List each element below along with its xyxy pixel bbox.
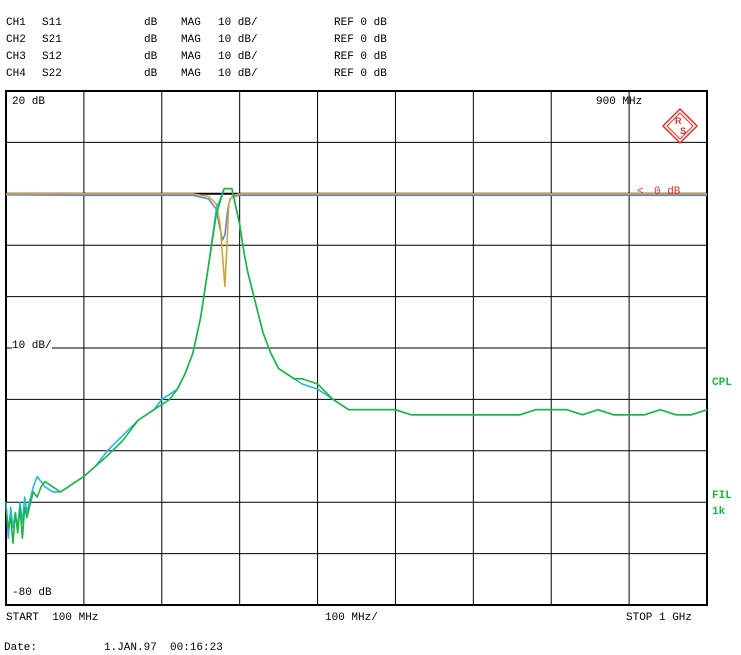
- rohde-schwarz-logo: R S: [661, 107, 699, 145]
- bottom-left-label: -80 dB: [12, 587, 52, 600]
- channel-param: S21: [42, 34, 62, 46]
- channel-row-4: CH4 S22 dB MAG 10 dB/ REF 0 dB: [6, 68, 426, 81]
- ref-marker-label: 0 dB: [654, 186, 681, 198]
- cpl-indicator: CPL: [712, 377, 732, 389]
- fil-k-indicator: 1k: [712, 506, 726, 518]
- channel-unit: dB: [144, 34, 158, 46]
- channel-scale: 10 dB/: [218, 51, 258, 63]
- fil-indicator: FIL: [712, 490, 732, 502]
- channel-format: MAG: [181, 34, 201, 46]
- channel-ref: REF 0 dB: [334, 68, 387, 80]
- channel-format: MAG: [181, 51, 201, 63]
- channel-format: MAG: [181, 68, 201, 80]
- channel-format: MAG: [181, 17, 201, 29]
- svg-text:R: R: [675, 116, 682, 126]
- channel-param: S11: [42, 17, 62, 29]
- channel-ref: REF 0 dB: [334, 51, 387, 63]
- channel-scale: 10 dB/: [218, 34, 258, 46]
- date-value: 1.JAN.97 00:16:23: [104, 642, 223, 654]
- channel-unit: dB: [144, 17, 158, 29]
- trace-s21: [5, 187, 708, 545]
- date-label: Date:: [4, 642, 38, 654]
- channel-id: CH1: [6, 17, 26, 29]
- channel-row-2: CH2 S21 dB MAG 10 dB/ REF 0 dB: [6, 34, 426, 47]
- channel-id: CH3: [6, 51, 26, 63]
- channel-id: CH4: [6, 68, 26, 80]
- channel-ref: REF 0 dB: [334, 17, 387, 29]
- trace-s22: [5, 194, 707, 241]
- channel-param: S22: [42, 68, 62, 80]
- stop-frequency: STOP 1 GHz: [626, 612, 693, 624]
- channel-row-1: CH1 S11 dB MAG 10 dB/ REF 0 dB: [6, 17, 426, 30]
- channel-param: S12: [42, 51, 62, 63]
- channel-scale: 10 dB/: [218, 17, 258, 29]
- top-left-label: 20 dB: [12, 96, 46, 108]
- plot-grid: [5, 90, 708, 606]
- span-per-division: 100 MHz/: [325, 612, 378, 624]
- channel-ref: REF 0 dB: [334, 34, 387, 46]
- trace-s11: [6, 193, 707, 288]
- channel-row-3: CH3 S12 dB MAG 10 dB/ REF 0 dB: [6, 51, 426, 64]
- svg-text:S: S: [680, 126, 686, 136]
- channel-id: CH2: [6, 34, 26, 46]
- top-right-label: 900 MHz: [596, 96, 643, 108]
- channel-unit: dB: [144, 51, 158, 63]
- ref-marker-glyph: <: [637, 186, 644, 198]
- trace-s12: [5, 187, 708, 539]
- plot-traces: [5, 187, 708, 545]
- channel-unit: dB: [144, 68, 158, 80]
- start-frequency: START 100 MHz: [6, 612, 99, 624]
- scale-label: 10 dB/: [12, 340, 52, 353]
- channel-scale: 10 dB/: [218, 68, 258, 80]
